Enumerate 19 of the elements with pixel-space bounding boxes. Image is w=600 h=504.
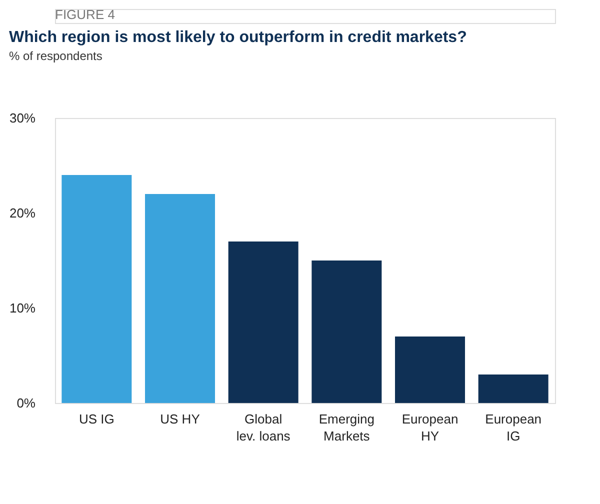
x-tick-label: Global lev. loans	[236, 412, 291, 444]
x-tick-label: European IG	[485, 412, 542, 444]
x-tick-label: European HY	[402, 412, 458, 444]
y-tick-label: 0%	[16, 396, 36, 410]
bar	[228, 242, 298, 403]
chart-subtitle: % of respondents	[8, 49, 102, 63]
bar	[478, 374, 548, 403]
chart-title: Which region is most likely to outperform in credit markets?	[8, 29, 467, 46]
caption: FIGURE 4	[55, 7, 115, 22]
x-tick-label: US HY	[160, 412, 200, 426]
y-tick-label: 20%	[9, 206, 36, 220]
y-tick-label: 30%	[9, 110, 36, 126]
bar	[62, 175, 132, 403]
y-tick-label: 10%	[9, 300, 36, 316]
bar	[395, 336, 465, 403]
x-tick-label: Emerging Markets	[318, 412, 374, 444]
x-tick-label: US IG	[78, 412, 114, 426]
bar	[312, 260, 382, 403]
bar	[145, 194, 215, 403]
